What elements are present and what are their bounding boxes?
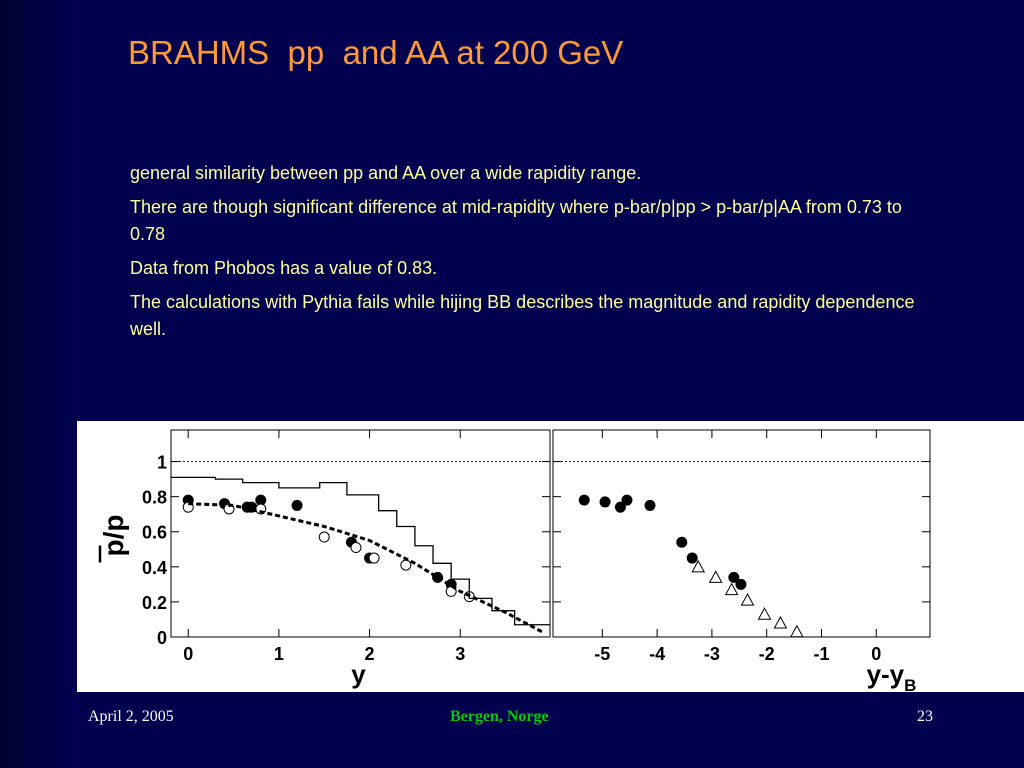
- x-tick-label: 0: [183, 644, 193, 664]
- filled-marker: [621, 494, 633, 506]
- filled-marker: [728, 571, 740, 583]
- filled-marker: [686, 552, 698, 564]
- filled-marker: [676, 536, 688, 548]
- triangle-marker: [691, 559, 706, 573]
- filled-marker: [614, 501, 626, 513]
- open-marker: [368, 552, 380, 564]
- y-tick-label: 0.2: [142, 593, 167, 613]
- open-marker: [318, 531, 330, 543]
- y-tick-label: 0.4: [142, 558, 167, 578]
- x-axis-label: y: [351, 659, 366, 689]
- slide-title: BRAHMS pp and AA at 200 GeV: [128, 34, 624, 71]
- filled-marker: [291, 499, 303, 511]
- y-tick-label: 0.8: [142, 488, 167, 508]
- panel-content: [171, 461, 550, 634]
- triangle-marker: [773, 615, 788, 629]
- bullet: There are though significant difference …: [130, 197, 902, 244]
- bullet-list: general similarity between pp and AA ove…: [130, 160, 930, 350]
- footer-page: 23: [917, 708, 933, 725]
- y-axis-label: p/p: [98, 515, 129, 557]
- x-tick-label: 2: [365, 644, 375, 664]
- slide-edge: [0, 0, 77, 768]
- filled-marker: [599, 496, 611, 508]
- panel-frame: [170, 429, 551, 638]
- triangle-marker: [724, 582, 739, 596]
- filled-marker: [735, 578, 747, 590]
- panel-frame: [552, 429, 931, 638]
- x-tick-label: -2: [759, 644, 775, 664]
- open-marker: [350, 542, 362, 554]
- x-tick-label: -3: [704, 644, 720, 664]
- y-tick-label: 1: [157, 453, 167, 473]
- step-line: [171, 476, 550, 626]
- x-tick-label: -1: [813, 644, 829, 664]
- dashed-line: [188, 502, 543, 634]
- triangle-marker: [740, 593, 755, 606]
- bullet: The calculations with Pythia fails while…: [130, 292, 915, 339]
- footer-place: Bergen, Norge: [450, 708, 549, 725]
- triangle-marker: [708, 570, 723, 583]
- x-tick-label: 1: [274, 644, 284, 664]
- triangle-marker: [790, 624, 804, 637]
- x-tick-label: 0: [871, 644, 881, 664]
- bullet: Data from Phobos has a value of 0.83.: [130, 258, 438, 278]
- triangle-marker: [757, 607, 772, 620]
- panel-content: [553, 461, 930, 637]
- open-marker: [400, 559, 412, 571]
- x-axis-label-subscript: B: [904, 676, 916, 695]
- plot: 00.20.40.60.810 1 2 3yp/p-5 -4 -3 -2 -1 0y-yB: [77, 421, 1024, 695]
- bullet: general similarity between pp and AA ove…: [130, 163, 642, 183]
- footer-date: April 2, 2005: [88, 708, 174, 725]
- y-tick-label: 0: [157, 628, 167, 648]
- x-tick-label: -5: [594, 644, 610, 664]
- x-tick-label: -4: [649, 644, 665, 664]
- x-tick-label: 3: [455, 644, 465, 664]
- y-tick-label: 0.6: [142, 523, 167, 543]
- filled-marker: [578, 494, 590, 506]
- filled-marker: [644, 499, 656, 511]
